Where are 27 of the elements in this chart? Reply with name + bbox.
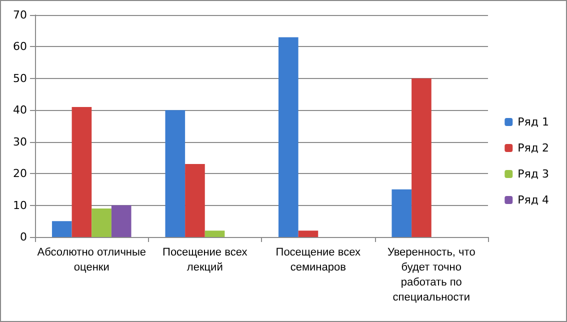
bar bbox=[165, 110, 186, 237]
x-tick-label: Посещение всех лекций bbox=[162, 246, 248, 274]
bar bbox=[111, 205, 132, 237]
bar bbox=[204, 230, 225, 237]
x-tick-label: Посещение всех семинаров bbox=[276, 246, 361, 274]
legend-label: Ряд 2 bbox=[518, 142, 550, 154]
y-tick-label: 30 bbox=[13, 135, 27, 148]
y-tick-label: 20 bbox=[13, 167, 27, 180]
legend-label: Ряд 4 bbox=[518, 194, 550, 206]
bar bbox=[185, 164, 205, 237]
y-tick-label: 10 bbox=[13, 198, 27, 212]
bar bbox=[72, 106, 92, 237]
bar bbox=[298, 230, 318, 237]
bar bbox=[278, 37, 298, 237]
bar bbox=[412, 78, 432, 237]
legend-label: Ряд 1 bbox=[518, 116, 550, 128]
bar bbox=[392, 189, 412, 237]
x-tick-label: Абсолютно отличные оценки bbox=[37, 246, 146, 274]
x-tick-label: Уверенность, что будет точно работать по специальности bbox=[387, 246, 476, 304]
y-tick-label: 50 bbox=[13, 72, 27, 85]
bar bbox=[92, 208, 112, 237]
bar bbox=[52, 221, 72, 237]
legend-label: Ряд 3 bbox=[518, 168, 550, 180]
y-tick-label: 60 bbox=[13, 40, 27, 54]
y-tick-label: 40 bbox=[13, 104, 27, 117]
y-tick-label: 70 bbox=[13, 8, 27, 22]
y-tick-label: 0 bbox=[20, 230, 27, 244]
